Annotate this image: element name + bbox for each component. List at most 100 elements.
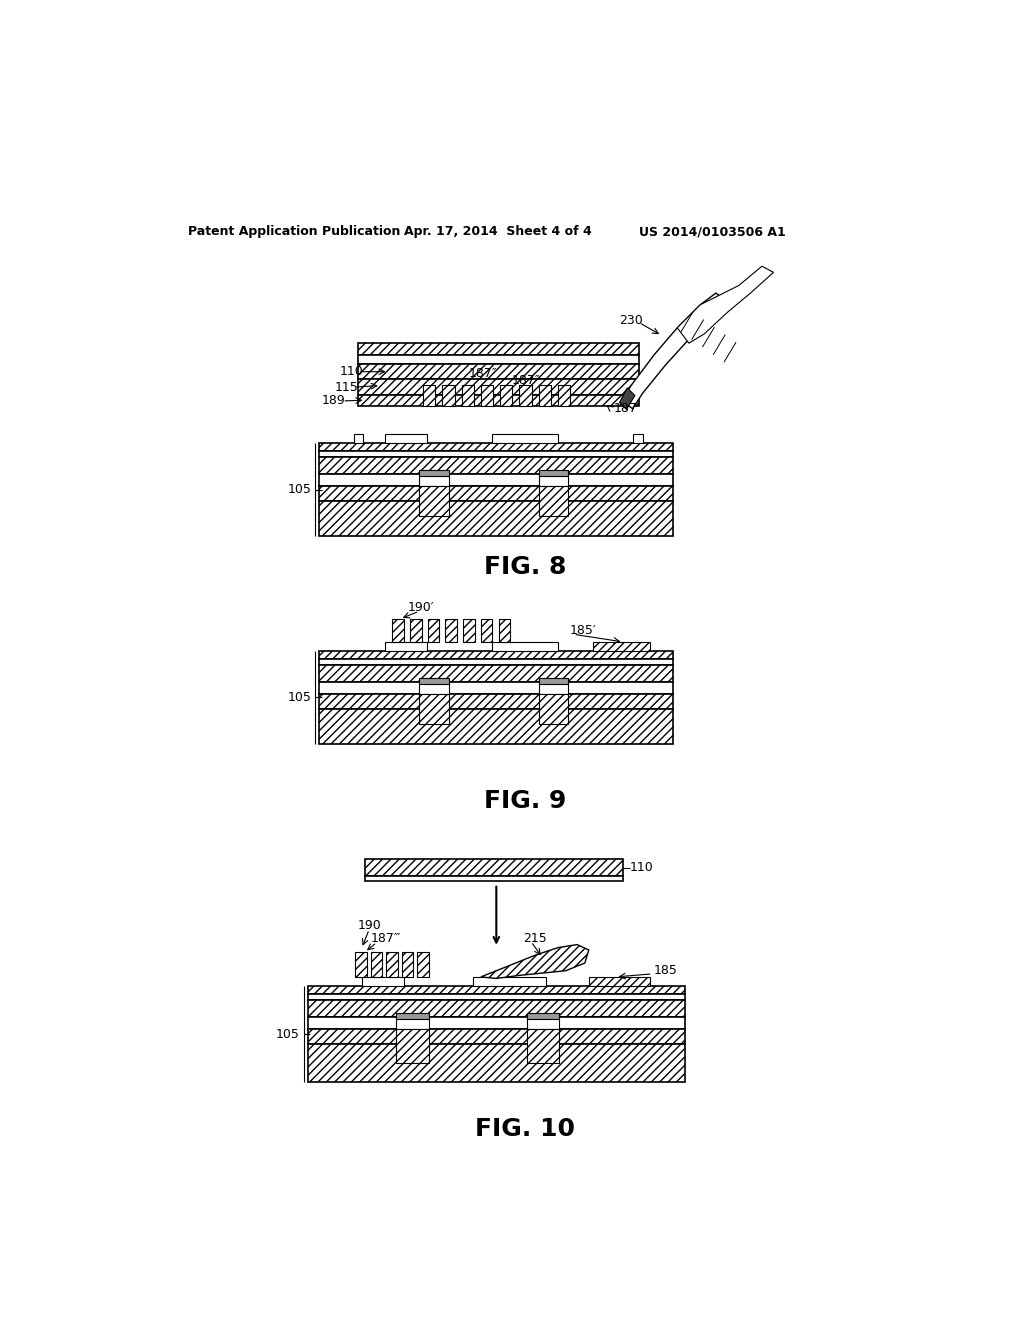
Text: 105: 105 — [276, 1028, 300, 1040]
Bar — [539, 693, 568, 725]
Bar — [481, 619, 493, 642]
Bar — [307, 986, 685, 994]
Bar — [357, 364, 639, 379]
Bar — [419, 486, 449, 516]
Text: 190′: 190′ — [408, 601, 434, 614]
Bar — [500, 385, 512, 407]
Bar — [319, 486, 674, 502]
Polygon shape — [677, 267, 773, 343]
Bar — [307, 1016, 685, 1028]
Text: 190: 190 — [357, 919, 382, 932]
Bar — [493, 434, 558, 444]
Bar — [319, 444, 674, 451]
Bar — [371, 952, 382, 977]
Bar — [319, 682, 674, 693]
Bar — [481, 385, 494, 407]
Text: FIG. 8: FIG. 8 — [483, 554, 566, 578]
Bar — [307, 994, 685, 1001]
Bar — [410, 619, 422, 642]
Text: 105: 105 — [288, 483, 311, 496]
Bar — [366, 859, 624, 876]
Bar — [417, 952, 429, 977]
Text: 185′: 185′ — [569, 624, 596, 638]
Bar — [396, 1016, 429, 1028]
Bar — [385, 434, 427, 444]
Bar — [419, 678, 449, 684]
Bar — [499, 619, 510, 642]
Polygon shape — [481, 945, 589, 978]
Bar — [539, 678, 568, 684]
Bar — [361, 977, 403, 986]
Bar — [423, 385, 435, 407]
Text: 187′: 187′ — [614, 403, 641, 416]
Text: FIG. 9: FIG. 9 — [483, 789, 566, 813]
Bar — [319, 659, 674, 665]
Bar — [319, 502, 674, 536]
Bar — [634, 434, 643, 444]
Text: 189: 189 — [322, 395, 345, 408]
Polygon shape — [620, 388, 635, 409]
Bar — [396, 1028, 429, 1063]
Bar — [355, 952, 367, 977]
Text: 110: 110 — [340, 366, 364, 379]
Bar — [357, 395, 639, 407]
Bar — [357, 379, 639, 395]
Text: FIG. 10: FIG. 10 — [475, 1117, 574, 1140]
Text: Apr. 17, 2014  Sheet 4 of 4: Apr. 17, 2014 Sheet 4 of 4 — [403, 224, 592, 238]
Bar — [392, 619, 403, 642]
Bar — [366, 876, 624, 880]
Bar — [419, 470, 449, 477]
Bar — [319, 457, 674, 474]
Bar — [385, 642, 427, 651]
Bar — [539, 385, 551, 407]
Bar — [307, 1044, 685, 1082]
Bar — [527, 1028, 559, 1063]
Bar — [527, 1016, 559, 1028]
Bar — [319, 474, 674, 486]
Bar — [357, 355, 639, 364]
Bar — [558, 385, 570, 407]
Bar — [319, 651, 674, 659]
Bar — [593, 642, 650, 651]
Text: 187″: 187″ — [512, 375, 541, 388]
Bar — [354, 434, 364, 444]
Bar — [493, 642, 558, 651]
Text: 215: 215 — [523, 932, 547, 945]
Bar — [307, 1001, 685, 1016]
Bar — [539, 474, 568, 486]
Bar — [445, 619, 457, 642]
Text: US 2014/0103506 A1: US 2014/0103506 A1 — [639, 224, 785, 238]
Bar — [527, 1014, 559, 1019]
Text: 185: 185 — [654, 964, 678, 977]
Text: 105: 105 — [288, 690, 311, 704]
Bar — [319, 709, 674, 743]
Bar — [319, 693, 674, 709]
Bar — [428, 619, 439, 642]
Bar — [386, 952, 397, 977]
Text: 187‴: 187‴ — [371, 932, 401, 945]
Bar — [419, 474, 449, 486]
Text: 187″: 187″ — [469, 367, 497, 380]
Bar — [589, 977, 650, 986]
Text: 110: 110 — [630, 861, 653, 874]
Bar — [539, 682, 568, 693]
Polygon shape — [622, 293, 727, 409]
Bar — [319, 451, 674, 457]
Bar — [539, 470, 568, 477]
Bar — [463, 619, 475, 642]
Text: 115: 115 — [335, 380, 358, 393]
Bar — [419, 682, 449, 693]
Bar — [519, 385, 531, 407]
Bar — [419, 693, 449, 725]
Text: Patent Application Publication: Patent Application Publication — [188, 224, 400, 238]
Bar — [462, 385, 474, 407]
Bar — [357, 343, 639, 355]
Bar — [473, 977, 547, 986]
Bar — [442, 385, 455, 407]
Bar — [396, 1014, 429, 1019]
Bar — [539, 486, 568, 516]
Bar — [319, 665, 674, 682]
Text: 230: 230 — [620, 314, 643, 326]
Bar — [401, 952, 413, 977]
Bar — [307, 1028, 685, 1044]
